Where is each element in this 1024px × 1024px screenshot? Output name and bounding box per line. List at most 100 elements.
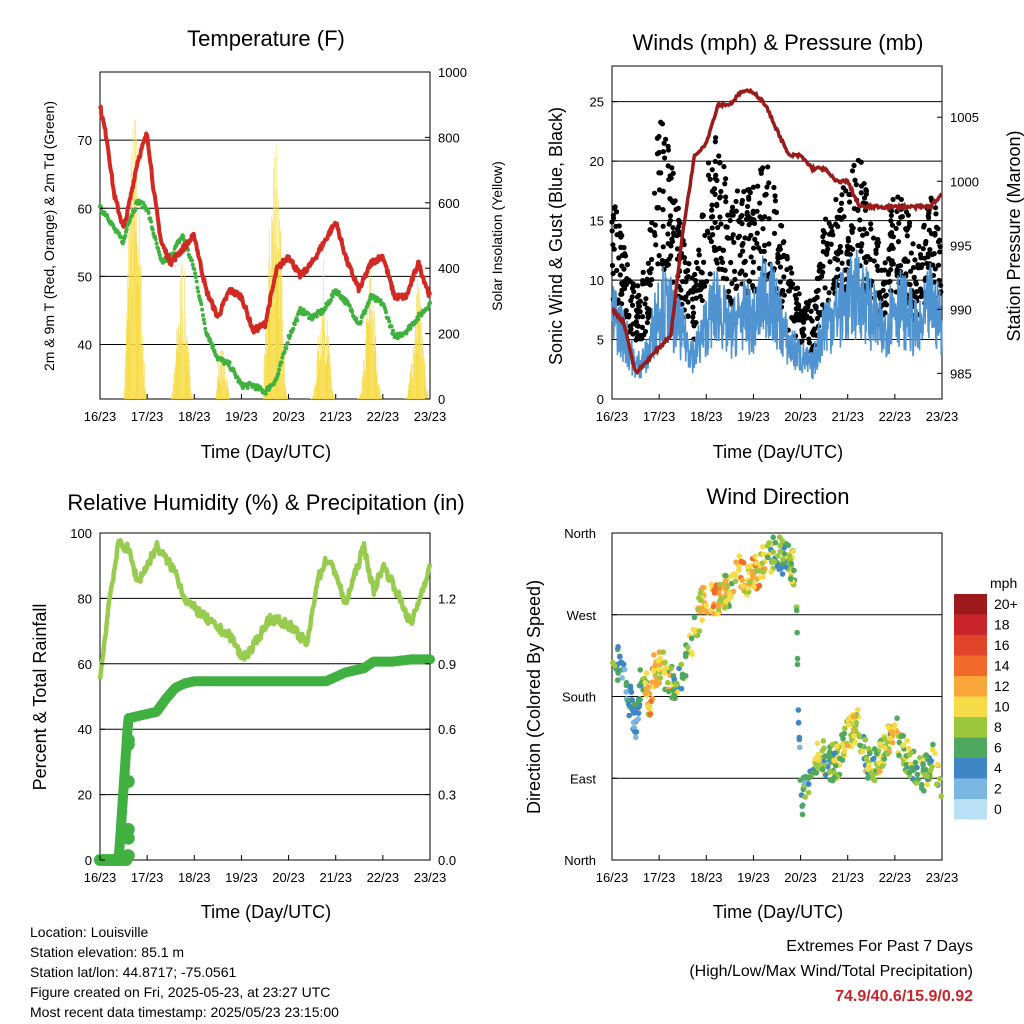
direction-point <box>866 762 872 769</box>
direction-point <box>775 553 781 559</box>
x-tick-label: 17/23 <box>643 409 676 424</box>
temperature-series <box>98 104 432 335</box>
gust-point <box>928 231 935 237</box>
direction-point <box>673 682 680 688</box>
gust-point <box>837 243 843 250</box>
gust-point <box>937 249 943 255</box>
temperature-y-right-ticks: 0 200 400 600 800 1000 <box>425 65 467 407</box>
gust-point <box>648 266 654 272</box>
gust-point <box>709 202 715 208</box>
direction-point <box>856 733 863 740</box>
precipitation-point <box>121 775 135 789</box>
direction-point <box>896 752 902 759</box>
gust-point <box>792 292 798 299</box>
gust-point <box>658 170 664 176</box>
gust-point <box>755 183 761 189</box>
direction-y-ticks: North East South West North <box>562 526 617 868</box>
direction-point <box>881 736 888 742</box>
gust-point <box>811 297 817 303</box>
gust-point <box>935 239 942 245</box>
gust-point <box>779 223 785 229</box>
gust-point <box>911 274 917 280</box>
direction-point <box>928 758 935 764</box>
gust-point <box>611 246 617 252</box>
direction-point <box>825 752 832 758</box>
direction-point <box>735 563 742 570</box>
direction-point <box>879 763 886 770</box>
gust-point <box>653 242 659 248</box>
direction-point <box>661 670 668 676</box>
direction-title: Wind Direction <box>706 484 849 509</box>
legend-title: mph <box>990 575 1017 591</box>
gust-point <box>771 184 777 191</box>
gust-point <box>766 216 772 222</box>
dewpoint-point <box>203 326 208 331</box>
dewpoint-point <box>350 309 355 314</box>
y-tick-label: 60 <box>78 657 92 672</box>
direction-point <box>810 769 817 776</box>
gust-point <box>610 212 616 218</box>
direction-y-label: Direction (Colored By Speed) <box>524 580 544 814</box>
gust-point <box>732 276 738 283</box>
dewpoint-point <box>153 237 158 242</box>
gust-point <box>910 241 916 247</box>
gust-point <box>633 319 639 325</box>
direction-point <box>632 701 639 707</box>
y-tick-label: 80 <box>78 591 92 606</box>
gust-point <box>764 184 770 190</box>
direction-point <box>642 679 649 686</box>
direction-point <box>871 746 878 752</box>
legend-swatch <box>954 655 987 676</box>
gust-point <box>845 238 852 244</box>
y-tick-label: 10 <box>590 273 604 288</box>
humidity-plot-frame <box>99 532 431 861</box>
gust-point <box>708 238 714 245</box>
gust-point <box>663 136 669 142</box>
dewpoint-point <box>196 289 201 294</box>
direction-point <box>938 793 945 800</box>
gust-point <box>833 274 840 280</box>
gust-point <box>919 262 925 268</box>
dewpoint-point <box>263 391 268 396</box>
direction-point <box>630 719 637 726</box>
dewpoint-point <box>285 340 290 345</box>
gust-point <box>808 308 814 314</box>
gust-point <box>889 258 895 264</box>
direction-point <box>914 771 921 778</box>
gust-point <box>647 270 653 276</box>
direction-point <box>877 741 884 747</box>
dewpoint-point <box>181 234 186 239</box>
y-tick-label: 60 <box>78 201 92 216</box>
gust-point <box>726 288 732 294</box>
x-tick-label: 16/23 <box>596 870 629 885</box>
gust-point <box>796 303 802 310</box>
gust-point <box>709 207 715 213</box>
gust-point <box>903 209 910 215</box>
x-tick-label: 23/23 <box>926 409 959 424</box>
gust-point <box>888 212 894 219</box>
gust-point <box>626 312 632 318</box>
direction-point <box>770 534 776 541</box>
gust-point <box>838 200 845 206</box>
y-tick-label: North <box>564 853 596 868</box>
gust-point <box>873 250 879 256</box>
gust-point <box>766 241 772 247</box>
gust-point <box>932 266 938 272</box>
gust-point <box>665 240 671 247</box>
y-tick-label: 5 <box>597 333 604 348</box>
direction-point <box>865 745 872 752</box>
y-tick-label: 25 <box>590 95 604 110</box>
gust-point <box>739 200 745 207</box>
x-tick-label: 20/23 <box>272 409 305 424</box>
gust-point <box>665 143 671 149</box>
gust-point <box>874 263 880 269</box>
gust-point <box>665 147 672 153</box>
gust-point <box>649 220 655 226</box>
gust-point <box>863 259 869 265</box>
gust-point <box>712 158 718 165</box>
humidity-y-left-label: Percent & Total Rainfall <box>30 604 50 791</box>
direction-point <box>711 587 717 594</box>
gust-point <box>744 209 750 216</box>
x-tick-label: 19/23 <box>737 870 770 885</box>
